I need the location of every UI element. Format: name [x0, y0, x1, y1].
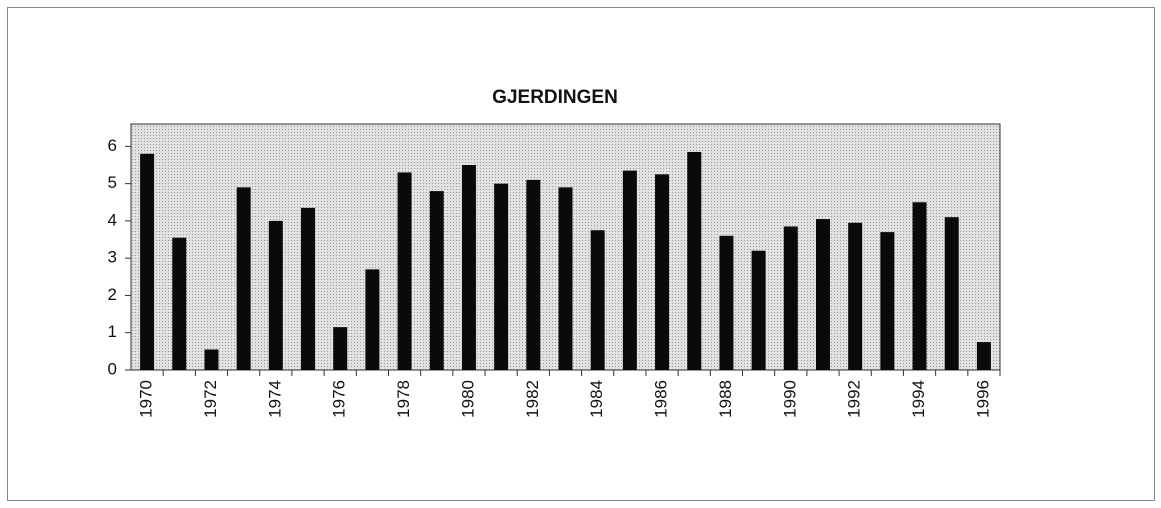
bar: [558, 187, 573, 370]
x-tick-label: 1978: [394, 380, 413, 418]
x-tick-label: 1980: [458, 380, 477, 418]
y-tick-label: 1: [108, 322, 117, 341]
y-tick-label: 4: [108, 210, 117, 229]
x-tick-label: 1984: [587, 380, 606, 418]
bar: [236, 187, 251, 370]
bar: [301, 207, 316, 370]
frame: [7, 7, 1155, 501]
x-tick-label: 1974: [265, 380, 284, 418]
bar: [848, 222, 863, 370]
bar: [333, 327, 348, 370]
bar: [268, 220, 283, 370]
x-tick-label: 1994: [909, 380, 928, 418]
bar: [526, 179, 541, 370]
y-tick-label: 2: [108, 285, 117, 304]
x-tick-label: 1982: [523, 380, 542, 418]
bar: [204, 349, 219, 370]
bar: [687, 151, 702, 370]
x-tick-label: 1996: [973, 380, 992, 418]
x-tick-label: 1990: [780, 380, 799, 418]
bar: [622, 170, 637, 370]
bar: [976, 342, 991, 370]
chart-title: GJERDINGEN: [492, 87, 618, 108]
y-tick-label: 5: [108, 173, 117, 192]
bar: [494, 183, 509, 370]
bar: [783, 226, 798, 370]
bar: [751, 250, 766, 370]
x-tick-label: 1986: [652, 380, 671, 418]
bar: [655, 174, 670, 370]
x-tick-label: 1992: [845, 380, 864, 418]
bar: [140, 153, 155, 370]
bar: [461, 165, 476, 370]
bar: [365, 269, 380, 370]
bar: [172, 237, 187, 370]
x-tick-label: 1988: [716, 380, 735, 418]
bar: [397, 172, 412, 370]
x-tick-label: 1976: [330, 380, 349, 418]
x-tick-label: 1972: [201, 380, 220, 418]
y-tick-label: 6: [108, 136, 117, 155]
bar: [815, 219, 830, 370]
bar: [590, 230, 605, 370]
bar: [429, 191, 444, 370]
y-tick-label: 3: [108, 248, 117, 267]
bar: [719, 235, 734, 370]
bar: [912, 202, 927, 370]
bar: [880, 232, 895, 370]
x-tick-label: 1970: [137, 380, 156, 418]
y-tick-label: 0: [108, 359, 117, 378]
bar: [944, 217, 959, 370]
